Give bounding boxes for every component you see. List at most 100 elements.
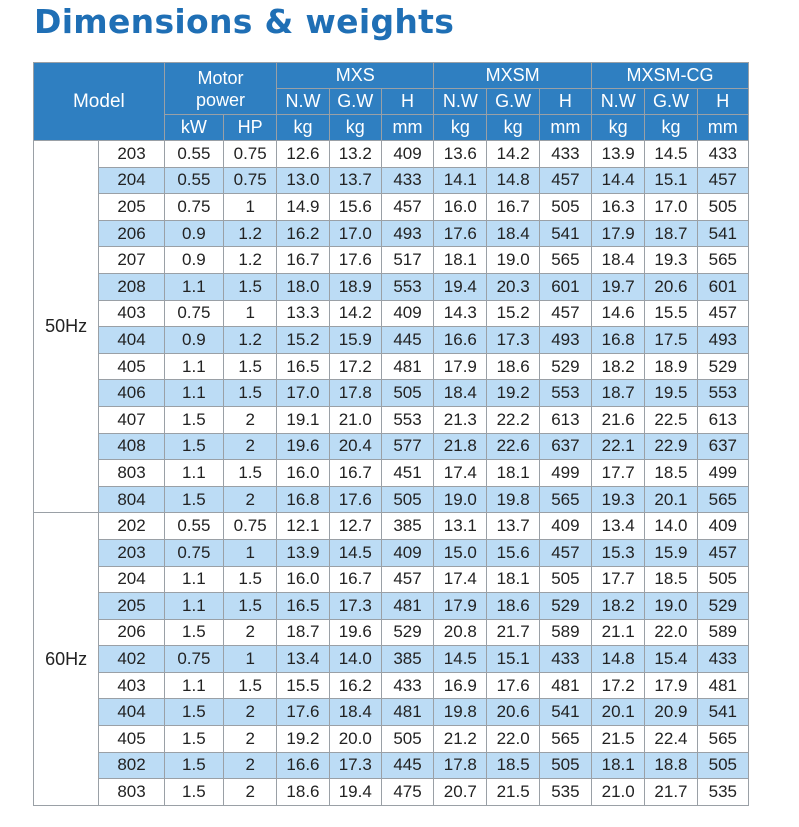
cell-mxsm-gw: 22.2 xyxy=(486,405,540,434)
cell-cg-gw: 18.8 xyxy=(644,751,698,780)
cell-kw: 0.55 xyxy=(163,140,225,168)
sub-header-nw: N.W xyxy=(276,88,330,115)
cell-hp: 2 xyxy=(223,698,278,727)
cell-cg-nw: 17.7 xyxy=(591,565,646,594)
cell-mxsm-nw: 16.9 xyxy=(433,671,488,700)
cell-kw: 0.75 xyxy=(163,299,225,328)
header-row-groups: Model Motor power MXS MXSM MXSM-CG xyxy=(33,62,749,141)
table-row: 205 0.75 1 14.9 15.6 457 16.0 16.7 505 16.3 17.0 50… xyxy=(34,193,750,221)
cell-mxs-nw: 16.6 xyxy=(276,751,330,780)
cell-mxs-h: 385 xyxy=(380,512,435,540)
cell-cg-h: 541 xyxy=(696,698,750,727)
table-row: 50Hz 203 0.55 0.75 12.6 13.2 409 13.6 14.2 433 13.… xyxy=(32,139,750,514)
cell-model: 204 xyxy=(98,565,165,594)
unit-hp: HP xyxy=(223,114,278,141)
cell-mxs-h: 481 xyxy=(380,698,435,727)
cell-mxs-gw: 17.6 xyxy=(328,246,382,274)
cell-model: 407 xyxy=(98,405,165,434)
cell-kw: 1.1 xyxy=(163,592,225,620)
cell-cg-h: 541 xyxy=(696,219,750,248)
table-row: 408 1.5 2 19.6 20.4 577 21.8 22.6 637 22.1 22.9 637 xyxy=(34,432,750,461)
table-row: 405 1.1 1.5 16.5 17.2 481 17.9 18.6 529 18.2 18.9 5… xyxy=(34,352,750,381)
cell-cg-nw: 14.8 xyxy=(591,645,646,673)
table-row: 802 1.5 2 16.6 17.3 445 17.8 18.5 505 18.1 18.8 505 xyxy=(34,751,750,780)
cell-mxsm-h: 541 xyxy=(538,219,593,248)
cell-mxsm-h: 505 xyxy=(538,565,593,594)
cell-mxs-h: 457 xyxy=(380,565,435,594)
cell-model: 804 xyxy=(98,485,165,514)
cell-mxsm-nw: 14.3 xyxy=(433,299,488,328)
frequency-cell: 50Hz xyxy=(32,139,100,514)
table-row: 405 1.5 2 19.2 20.0 505 21.2 22.0 565 21.5 22.4 565 xyxy=(34,725,750,753)
cell-mxsm-nw: 21.8 xyxy=(433,432,488,461)
motor-power-header-line: Motor xyxy=(197,67,244,88)
cell-mxsm-h: 457 xyxy=(538,299,593,328)
table-row: 206 0.9 1.2 16.2 17.0 493 17.6 18.4 541 17.9 18.7 5… xyxy=(34,219,750,248)
cell-mxsm-gw: 22.6 xyxy=(486,432,540,461)
cell-mxs-nw: 17.6 xyxy=(276,698,330,727)
table-row: 407 1.5 2 19.1 21.0 553 21.3 22.2 613 21.6 22.5 613 xyxy=(34,405,750,434)
cell-cg-h: 433 xyxy=(696,645,750,673)
table-row: 403 0.75 1 13.3 14.2 409 14.3 15.2 457 14.6 15.5 45… xyxy=(34,299,750,328)
cell-mxsm-h: 493 xyxy=(538,326,593,354)
sub-header-nw: N.W xyxy=(433,88,488,115)
cell-cg-gw: 19.0 xyxy=(644,592,698,620)
cell-mxs-gw: 17.3 xyxy=(328,751,382,780)
unit-kg: kg xyxy=(433,114,488,141)
cell-hp: 2 xyxy=(223,432,278,461)
cell-kw: 1.1 xyxy=(163,459,225,487)
cell-cg-gw: 15.4 xyxy=(644,645,698,673)
cell-model: 408 xyxy=(98,432,165,461)
cell-mxs-gw: 16.2 xyxy=(328,671,382,700)
cell-mxsm-nw: 19.0 xyxy=(433,485,488,514)
table-row: 803 1.5 2 18.6 19.4 475 20.7 21.5 535 21.0 21.7 535 xyxy=(34,778,750,806)
cell-model: 404 xyxy=(98,698,165,727)
cell-model: 203 xyxy=(98,140,165,168)
cell-kw: 1.5 xyxy=(163,778,225,806)
sub-header-h: H xyxy=(380,88,435,115)
cell-mxsm-h: 601 xyxy=(538,272,593,301)
unit-kg: kg xyxy=(328,114,382,141)
cell-mxs-gw: 15.9 xyxy=(328,326,382,354)
header-row-subcolumns: N.W G.W H N.W G.W H N.W G.W H xyxy=(34,88,750,115)
cell-mxsm-gw: 18.6 xyxy=(486,592,540,620)
cell-mxs-nw: 18.0 xyxy=(276,272,330,301)
frequency-cell: 60Hz xyxy=(32,512,100,806)
cell-mxsm-gw: 20.6 xyxy=(486,698,540,727)
cell-mxs-gw: 17.3 xyxy=(328,592,382,620)
cell-cg-gw: 22.9 xyxy=(644,432,698,461)
cell-mxs-nw: 18.6 xyxy=(276,778,330,806)
cell-kw: 0.9 xyxy=(163,246,225,274)
cell-hp: 2 xyxy=(223,778,278,806)
cell-hp: 1 xyxy=(223,645,278,673)
table-row: 803 1.1 1.5 16.0 16.7 451 17.4 18.1 499 17.7 18.5 4… xyxy=(34,459,750,487)
cell-model: 403 xyxy=(98,299,165,328)
unit-kg: kg xyxy=(276,114,330,141)
cell-cg-h: 601 xyxy=(696,272,750,301)
cell-mxsm-gw: 14.8 xyxy=(486,166,540,195)
cell-model: 202 xyxy=(98,512,165,540)
cell-hp: 2 xyxy=(223,405,278,434)
cell-cg-nw: 16.3 xyxy=(591,193,646,221)
cell-cg-gw: 18.5 xyxy=(644,565,698,594)
cell-mxsm-h: 565 xyxy=(538,246,593,274)
cell-mxsm-h: 589 xyxy=(538,618,593,647)
cell-model: 206 xyxy=(98,219,165,248)
cell-mxsm-nw: 15.0 xyxy=(433,538,488,567)
cell-mxs-nw: 16.2 xyxy=(276,219,330,248)
cell-mxs-gw: 21.0 xyxy=(328,405,382,434)
cell-mxs-nw: 17.0 xyxy=(276,379,330,407)
cell-hp: 1 xyxy=(223,299,278,328)
motor-power-header: Motor power xyxy=(163,62,278,115)
cell-mxs-gw: 19.6 xyxy=(328,618,382,647)
cell-hp: 1.5 xyxy=(223,459,278,487)
cell-mxs-gw: 20.4 xyxy=(328,432,382,461)
cell-mxsm-gw: 17.3 xyxy=(486,326,540,354)
cell-model: 402 xyxy=(98,645,165,673)
cell-cg-h: 499 xyxy=(696,459,750,487)
cell-mxs-nw: 19.6 xyxy=(276,432,330,461)
cell-hp: 1.5 xyxy=(223,592,278,620)
sub-header-gw: G.W xyxy=(328,88,382,115)
cell-hp: 1.5 xyxy=(223,671,278,700)
cell-mxs-h: 445 xyxy=(380,326,435,354)
